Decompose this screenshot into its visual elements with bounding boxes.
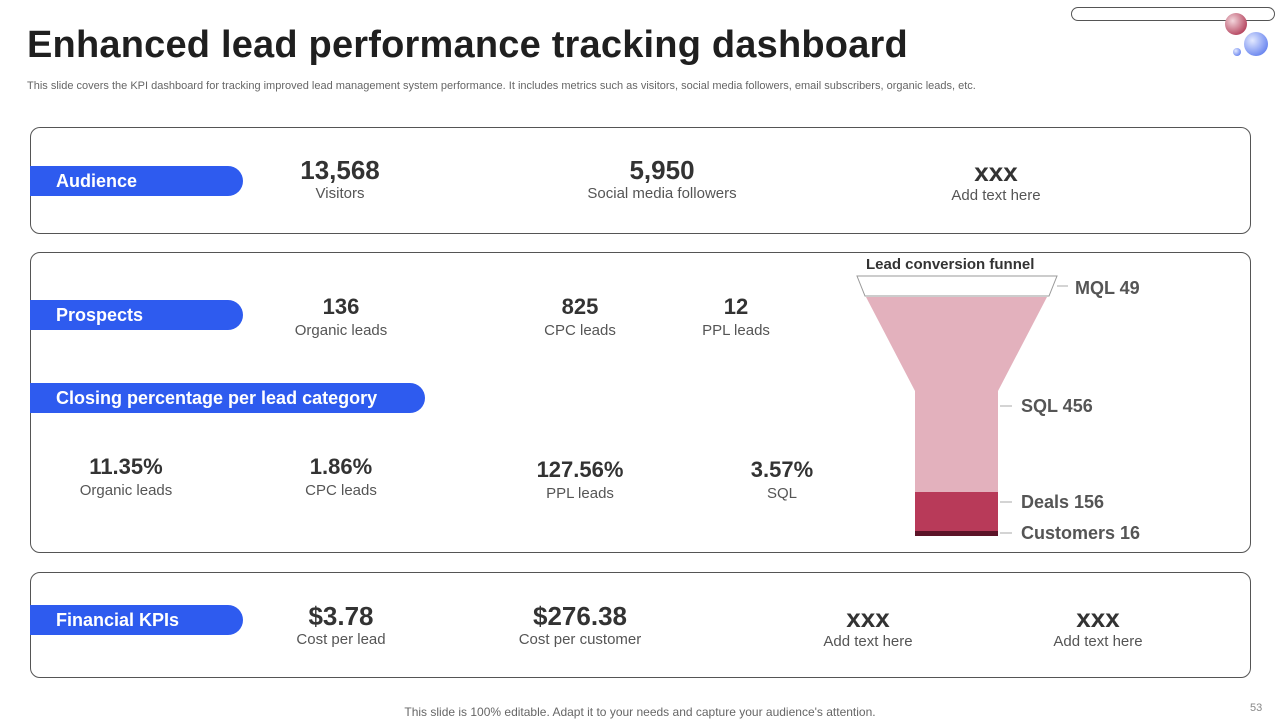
metric-value: 825 [561, 294, 599, 319]
page-number: 53 [1250, 702, 1263, 714]
funnel-label-deals: Deals 156 [1021, 492, 1105, 512]
closing-cpc-metric: 1.86% CPC leads [305, 452, 377, 500]
metric-label: CPC leads [305, 482, 377, 499]
funnel-graphic [856, 275, 1068, 536]
closing-sql-metric: 3.57% SQL [751, 455, 813, 503]
page-title: Enhanced lead performance tracking dashb… [27, 24, 908, 66]
decorative-circles-icon [1225, 13, 1268, 56]
placeholder-metric: xxx Add text here [1053, 603, 1142, 651]
metric-value: $3.78 [308, 601, 374, 631]
financial-pill: Financial KPIs [30, 605, 243, 635]
audience-pill: Audience [30, 166, 243, 196]
ppl-leads-metric: 12 PPL leads [702, 292, 770, 340]
footer-note: This slide is 100% editable. Adapt it to… [404, 705, 876, 719]
metric-label: Visitors [315, 185, 365, 202]
funnel-sql-stage [866, 297, 1047, 492]
metric-value: xxx [974, 157, 1018, 187]
visitors-metric: 13,568 Visitors [300, 155, 380, 203]
funnel-deals-stage [915, 492, 998, 531]
metric-value: 5,950 [629, 155, 695, 185]
metric-value: 1.86% [309, 454, 373, 479]
social-followers-metric: 5,950 Social media followers [587, 155, 736, 203]
prospects-pill: Prospects [30, 300, 243, 330]
funnel-customers-stage [915, 531, 998, 536]
metric-label: PPL leads [702, 322, 770, 339]
metric-label: Add text here [823, 633, 913, 650]
cpc-leads-metric: 825 CPC leads [544, 292, 616, 340]
metric-value: 127.56% [536, 457, 624, 482]
metric-label: PPL leads [546, 485, 614, 502]
metric-label: Add text here [951, 187, 1041, 204]
cost-per-lead-metric: $3.78 Cost per lead [296, 601, 385, 649]
metric-value: 136 [322, 294, 360, 319]
metric-value: $276.38 [533, 601, 627, 631]
funnel-label-mql: MQL 49 [1075, 278, 1140, 298]
organic-leads-metric: 136 Organic leads [295, 292, 388, 340]
metric-label: Cost per lead [296, 631, 386, 648]
funnel-label-sql: SQL 456 [1021, 396, 1093, 416]
funnel-label-customers: Customers 16 [1021, 523, 1141, 543]
cost-per-customer-metric: $276.38 Cost per customer [519, 601, 642, 649]
metric-label: SQL [766, 485, 798, 502]
metric-label: Organic leads [294, 322, 388, 339]
placeholder-metric: xxx Add text here [823, 603, 912, 651]
metric-label: Organic leads [79, 482, 173, 499]
metric-value: 3.57% [750, 457, 814, 482]
metric-value: 13,568 [300, 155, 380, 185]
closing-percentage-pill: Closing percentage per lead category [30, 383, 425, 413]
metric-value: xxx [1076, 603, 1120, 633]
decorative-bar [1071, 7, 1275, 21]
closing-organic-metric: 11.35% Organic leads [80, 452, 173, 500]
metric-label: CPC leads [544, 322, 616, 339]
metric-value: 12 [723, 294, 749, 319]
funnel-title: Lead conversion funnel [866, 256, 1035, 273]
metric-label: Cost per customer [518, 631, 642, 648]
metric-label: Add text here [1053, 633, 1143, 650]
metric-value: xxx [846, 603, 890, 633]
placeholder-metric: xxx Add text here [951, 157, 1040, 205]
metric-value: 11.35% [89, 454, 163, 479]
funnel-mql-stage [856, 275, 1058, 297]
metric-label: Social media followers [587, 185, 737, 202]
closing-ppl-metric: 127.56% PPL leads [537, 455, 624, 503]
page-subtitle: This slide covers the KPI dashboard for … [27, 80, 976, 92]
